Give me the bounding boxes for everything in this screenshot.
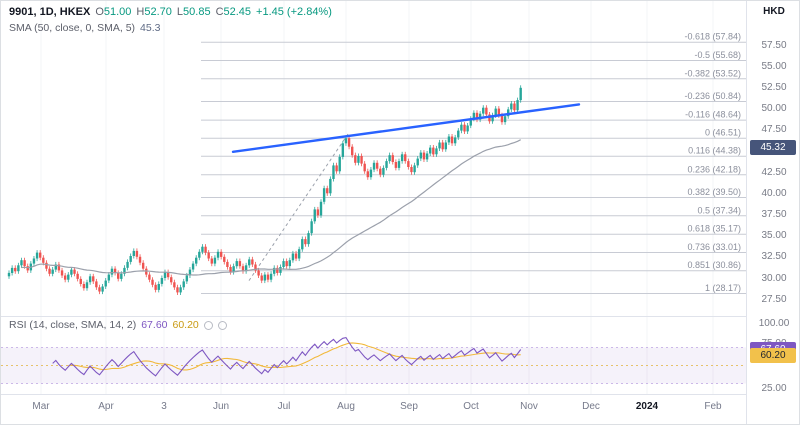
rsi-tick: 25.00 <box>761 383 787 394</box>
svg-text:1 (28.17): 1 (28.17) <box>705 283 741 293</box>
svg-text:0.236 (42.18): 0.236 (42.18) <box>687 164 741 174</box>
price-tick: 57.50 <box>761 39 787 51</box>
more-options-icon[interactable] <box>217 320 227 330</box>
high-value: H52.70 <box>136 6 172 18</box>
svg-text:-0.236 (50.84): -0.236 (50.84) <box>684 91 741 101</box>
sma-legend-value: 45.3 <box>140 22 161 34</box>
rsi-legend-label: RSI (14, close, SMA, 14, 2) <box>9 319 137 331</box>
open-value: O51.00 <box>95 6 132 18</box>
time-axis-label: 3 <box>161 401 167 412</box>
price-chart-pane[interactable]: -0.618 (57.84) -0.5 (55.68) -0.382 (53.52)… <box>1 1 746 317</box>
price-tick: 35.00 <box>761 230 787 242</box>
price-tick: 40.00 <box>761 187 787 199</box>
time-axis-label: Jul <box>277 401 291 412</box>
price-tick: 55.00 <box>761 60 787 72</box>
svg-text:0.382 (39.50): 0.382 (39.50) <box>687 187 741 197</box>
svg-text:0 (46.51): 0 (46.51) <box>705 128 741 138</box>
currency-label: HKD <box>763 6 785 17</box>
change-value: +1.45 (+2.84%) <box>256 6 332 18</box>
time-axis-label: 2024 <box>635 401 659 412</box>
svg-text:0.5 (37.34): 0.5 (37.34) <box>697 205 741 215</box>
price-tick: 37.50 <box>761 208 787 220</box>
price-tick: 42.50 <box>761 166 787 178</box>
svg-text:0.618 (35.17): 0.618 (35.17) <box>687 224 741 234</box>
time-axis-label: Oct <box>463 401 479 412</box>
time-axis-label: Jun <box>212 401 230 412</box>
svg-text:0.851 (30.86): 0.851 (30.86) <box>687 260 741 270</box>
sma-legend-label: SMA (50, close, 0, SMA, 5) <box>9 22 136 34</box>
rsi-indicator-pane[interactable] <box>1 317 746 394</box>
sma-price-badge: 45.32 <box>750 140 796 156</box>
price-tick: 27.50 <box>761 293 787 305</box>
low-value: L50.85 <box>176 6 211 18</box>
symbol-legend: 9901, 1D, HKEX O51.00 H52.70 L50.85 C52.… <box>9 6 332 18</box>
rsi-value: 67.60 <box>141 319 168 331</box>
price-tick: 52.50 <box>761 81 787 93</box>
pane-divider[interactable] <box>1 316 746 317</box>
symbol-title[interactable]: 9901, 1D, HKEX <box>9 6 91 18</box>
sma-legend[interactable]: SMA (50, close, 0, SMA, 5) 45.3 <box>9 22 160 34</box>
svg-text:-0.382 (53.52): -0.382 (53.52) <box>684 68 741 78</box>
time-axis-divider <box>1 394 746 395</box>
svg-text:0.116 (44.38): 0.116 (44.38) <box>688 146 741 156</box>
time-axis-label: Feb <box>704 401 722 412</box>
price-axis[interactable]: HKD 57.50 55.00 52.50 50.00 47.50 42.50 40.00 3… <box>746 1 799 424</box>
visibility-icon[interactable] <box>203 320 213 330</box>
rsi-legend[interactable]: RSI (14, close, SMA, 14, 2) 67.60 60.20 <box>9 319 227 331</box>
time-axis-label: Sep <box>400 401 418 412</box>
rsi-value-badge: 60.20 <box>750 348 796 364</box>
rsi-tick: 100.00 <box>758 318 790 329</box>
svg-text:0.736 (33.01): 0.736 (33.01) <box>687 242 741 252</box>
price-tick: 30.00 <box>761 272 787 284</box>
time-axis-label: Aug <box>337 401 355 412</box>
time-axis-label: Mar <box>32 401 50 412</box>
close-value: C52.45 <box>215 6 252 18</box>
time-axis-label: Nov <box>520 401 538 412</box>
svg-text:-0.116 (48.64): -0.116 (48.64) <box>685 110 741 120</box>
time-axis-label: Apr <box>98 401 114 412</box>
svg-text:-0.618 (57.84): -0.618 (57.84) <box>684 32 741 42</box>
price-tick: 32.50 <box>761 251 787 263</box>
svg-text:-0.5 (55.68): -0.5 (55.68) <box>694 50 741 60</box>
price-tick: 50.00 <box>761 103 787 115</box>
time-axis[interactable]: Mar Apr 3 Jun Jul Aug Sep Oct Nov Dec 2024 Feb <box>1 395 746 424</box>
price-tick: 47.50 <box>761 124 787 136</box>
rsi-sma-value: 60.20 <box>172 319 199 331</box>
time-axis-label: Dec <box>582 401 600 412</box>
